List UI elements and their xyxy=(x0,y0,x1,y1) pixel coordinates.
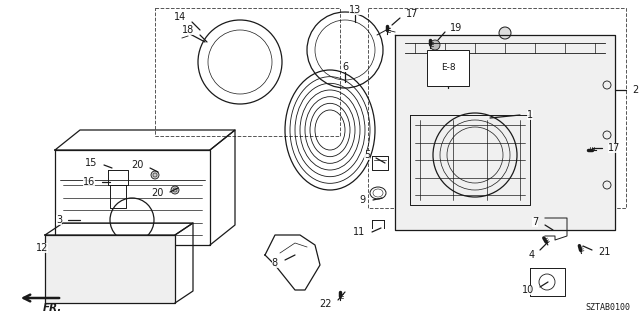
Text: 22: 22 xyxy=(319,299,332,309)
Text: FR.: FR. xyxy=(42,303,61,313)
Text: 11: 11 xyxy=(353,227,365,237)
Text: 17: 17 xyxy=(608,143,620,153)
Text: 21: 21 xyxy=(598,247,611,257)
Circle shape xyxy=(499,27,511,39)
Circle shape xyxy=(171,186,179,194)
Polygon shape xyxy=(395,35,615,230)
Text: 12: 12 xyxy=(36,243,48,253)
Bar xyxy=(155,8,340,136)
Text: 4: 4 xyxy=(529,250,535,260)
Text: 6: 6 xyxy=(342,62,348,72)
Circle shape xyxy=(430,40,440,50)
Text: 16: 16 xyxy=(83,177,95,187)
Text: 13: 13 xyxy=(349,5,361,15)
Text: 20: 20 xyxy=(152,188,164,198)
Text: 20: 20 xyxy=(132,160,144,170)
Text: 10: 10 xyxy=(522,285,534,295)
Text: E-8: E-8 xyxy=(441,63,455,73)
Text: 19: 19 xyxy=(450,23,462,33)
Text: 15: 15 xyxy=(84,158,97,168)
Bar xyxy=(45,235,175,303)
Text: 9: 9 xyxy=(360,195,366,205)
Text: 8: 8 xyxy=(272,258,278,268)
Text: 18: 18 xyxy=(182,25,194,35)
Text: 17: 17 xyxy=(406,9,419,19)
Text: 7: 7 xyxy=(532,217,538,227)
Circle shape xyxy=(151,171,159,179)
Bar xyxy=(368,8,626,208)
Text: SZTAB0100: SZTAB0100 xyxy=(585,303,630,312)
Text: 2: 2 xyxy=(632,85,638,95)
Text: 1: 1 xyxy=(527,110,533,120)
Text: 5: 5 xyxy=(364,150,370,160)
Text: 14: 14 xyxy=(173,12,186,22)
Text: 3: 3 xyxy=(56,215,62,225)
